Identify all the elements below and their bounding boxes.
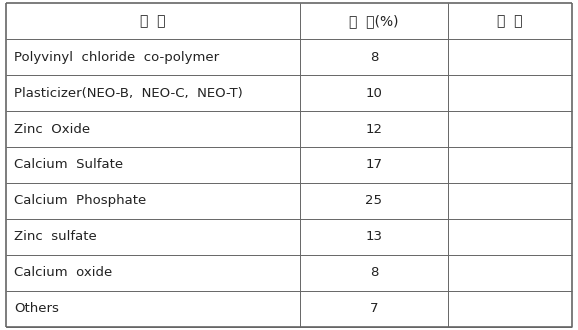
Text: 성  분: 성 분	[140, 14, 166, 28]
Text: 8: 8	[370, 266, 378, 279]
Text: Calcium  oxide: Calcium oxide	[14, 266, 113, 279]
Text: Plasticizer(NEO-B,  NEO-C,  NEO-T): Plasticizer(NEO-B, NEO-C, NEO-T)	[14, 87, 243, 100]
Text: Zinc  Oxide: Zinc Oxide	[14, 122, 91, 136]
Text: 함  량(%): 함 량(%)	[349, 14, 399, 28]
Text: 비  고: 비 고	[497, 14, 523, 28]
Text: 25: 25	[365, 194, 383, 208]
Text: Others: Others	[14, 302, 60, 315]
Text: 8: 8	[370, 51, 378, 64]
Text: Polyvinyl  chloride  co-polymer: Polyvinyl chloride co-polymer	[14, 51, 220, 64]
Text: Calcium  Phosphate: Calcium Phosphate	[14, 194, 147, 208]
Text: Zinc  sulfate: Zinc sulfate	[14, 230, 97, 243]
Text: 7: 7	[370, 302, 378, 315]
Text: 12: 12	[365, 122, 383, 136]
Text: 13: 13	[365, 230, 383, 243]
Text: Calcium  Sulfate: Calcium Sulfate	[14, 158, 124, 172]
Text: 10: 10	[365, 87, 383, 100]
Text: 17: 17	[365, 158, 383, 172]
